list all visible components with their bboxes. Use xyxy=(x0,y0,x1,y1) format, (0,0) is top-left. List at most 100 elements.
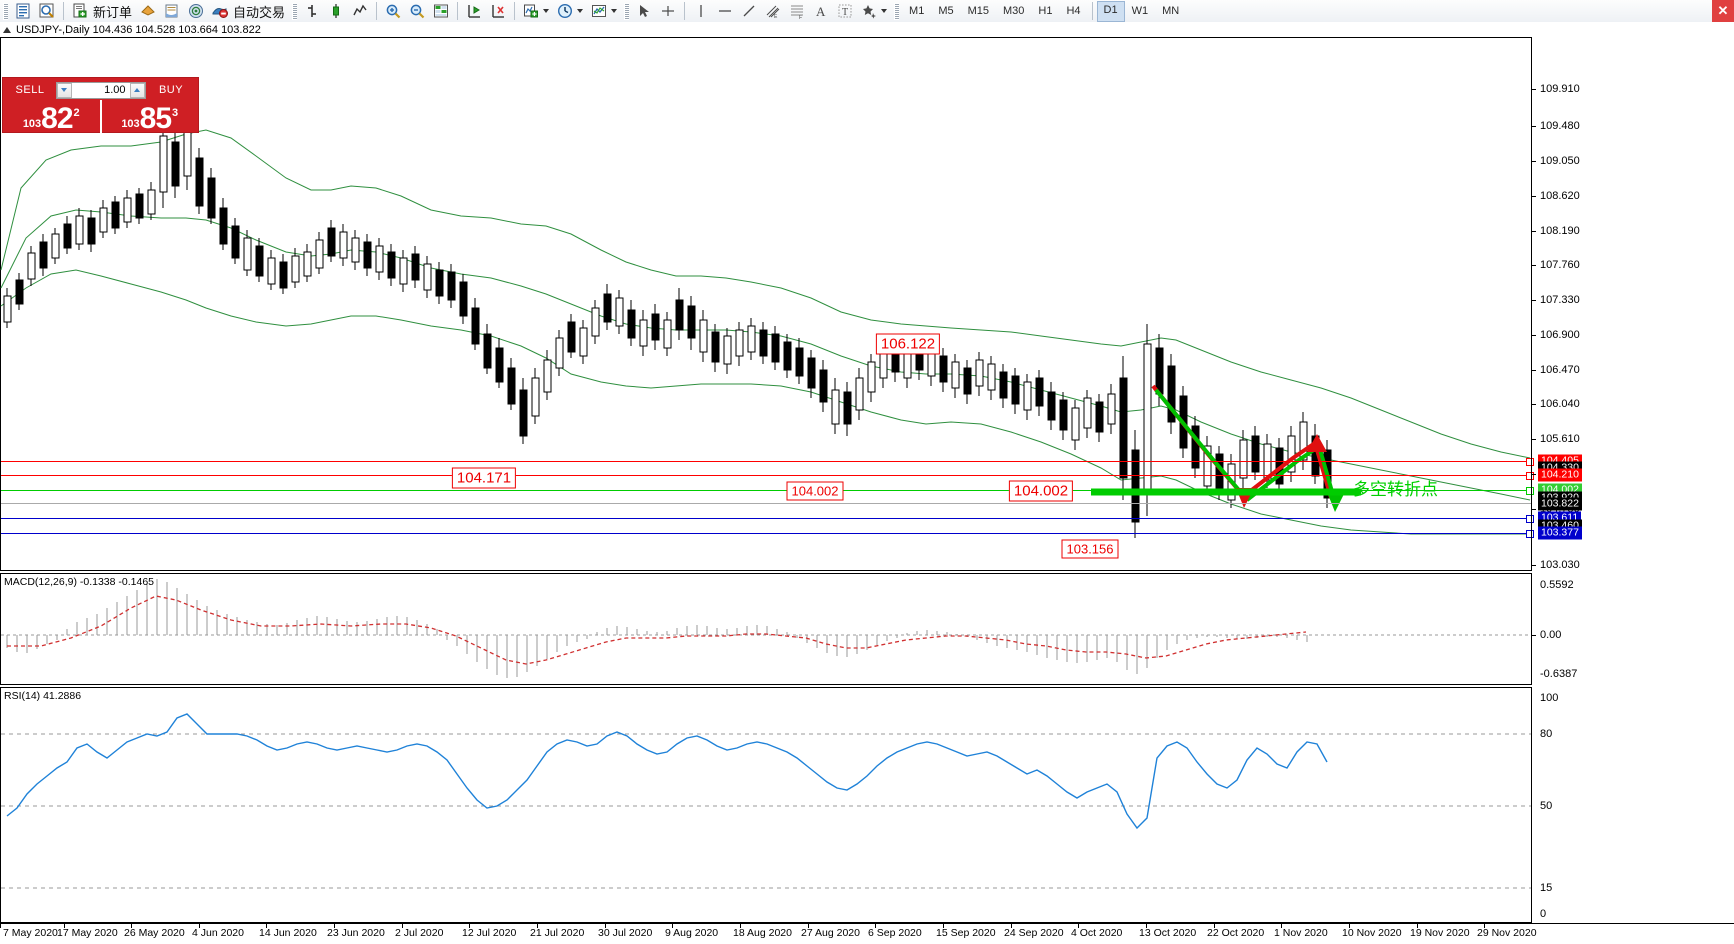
timeframe-m15[interactable]: M15 xyxy=(967,4,989,17)
timeframe-h1[interactable]: H1 xyxy=(1038,4,1053,17)
expert-advisor-icon[interactable] xyxy=(137,2,159,21)
zoom-in-icon[interactable] xyxy=(382,2,404,21)
buy-price-fraction: 3 xyxy=(172,107,179,119)
line-chart-icon[interactable] xyxy=(349,2,371,21)
timeframe-d1[interactable]: D1 xyxy=(1096,0,1125,22)
level-handle-104-405[interactable] xyxy=(1526,458,1534,466)
level-line-104-405[interactable] xyxy=(1,461,1531,462)
level-line-104-210[interactable] xyxy=(1,475,1531,476)
toolbar-grip[interactable] xyxy=(3,2,8,20)
zoom-out-icon[interactable] xyxy=(406,2,428,21)
text-box-icon[interactable]: T xyxy=(834,2,856,21)
level-line-104-002[interactable] xyxy=(1,490,1531,491)
level-handle-103-377[interactable] xyxy=(1526,530,1534,538)
chart-shift-icon[interactable] xyxy=(463,2,485,21)
macd-pane[interactable]: MACD(12,26,9) -0.1338 -0.1465 xyxy=(0,573,1577,685)
time-label: 24 Sep 2020 xyxy=(1004,927,1064,939)
indicators-dropdown-caret-icon[interactable] xyxy=(543,9,550,13)
annotation-turning-point-note[interactable]: 多空转折点 xyxy=(1353,480,1438,500)
chart-collapse-icon[interactable] xyxy=(3,26,11,33)
time-axis[interactable]: 7 May 2020 17 May 2020 26 May 2020 4 Jun… xyxy=(0,923,1734,944)
level-line-103-377[interactable] xyxy=(1,533,1531,534)
price-pane[interactable]: 106.122 104.171 104.002 104.002 103.156 … xyxy=(0,37,1580,571)
period-dropdown-caret-icon[interactable] xyxy=(577,9,584,13)
shapes-dropdown-caret-icon[interactable] xyxy=(881,9,888,13)
annotation-label-104171[interactable]: 104.171 xyxy=(451,467,517,489)
buy-button[interactable]: BUY xyxy=(158,84,184,96)
toolbar-grip-4[interactable] xyxy=(894,2,900,20)
annotation-label-103156[interactable]: 103.156 xyxy=(1061,539,1119,559)
timeframe-h4[interactable]: H4 xyxy=(1066,4,1081,17)
horizontal-line-icon[interactable] xyxy=(714,2,736,21)
price-tick: 108.190 xyxy=(1540,225,1580,237)
symbol-info-text: USDJPY-,Daily 104.436 104.528 103.664 10… xyxy=(16,23,261,36)
price-tick: 109.910 xyxy=(1540,83,1580,95)
volume-decrement-button[interactable] xyxy=(56,82,72,98)
time-label: 21 Jul 2020 xyxy=(530,927,585,939)
sell-price-display[interactable]: 103 82 2 xyxy=(3,100,102,134)
price-axis[interactable]: 109.910 109.480 109.050 108.620 108.190 … xyxy=(1531,38,1734,571)
time-label: 12 Jul 2020 xyxy=(462,927,517,939)
toolbar-separator-4 xyxy=(514,2,516,20)
vertical-line-icon[interactable] xyxy=(690,2,712,21)
svg-text:A: A xyxy=(816,4,826,19)
timeframe-m30[interactable]: M30 xyxy=(1003,4,1025,17)
chart-area[interactable]: 106.122 104.171 104.002 104.002 103.156 … xyxy=(0,37,1734,923)
bar-chart-icon[interactable] xyxy=(301,2,323,21)
toolbar-grip-2[interactable] xyxy=(292,2,298,20)
timeframe-mn[interactable]: MN xyxy=(1162,4,1180,17)
templates-dropdown-caret-icon[interactable] xyxy=(611,9,618,13)
price-tag-104-210[interactable]: 104.210 xyxy=(1538,468,1582,482)
sell-button[interactable]: SELL xyxy=(15,84,45,96)
macd-axis[interactable]: 0.5592 0.00 -0.6387 xyxy=(1531,574,1734,684)
period-icon[interactable] xyxy=(554,2,576,21)
level-handle-103-611[interactable] xyxy=(1526,515,1534,523)
annotation-label-104002-b[interactable]: 104.002 xyxy=(1008,480,1074,502)
auto-trading-icon[interactable] xyxy=(209,2,231,21)
volume-value[interactable]: 1.00 xyxy=(104,84,126,96)
crosshair-icon[interactable] xyxy=(657,2,679,21)
price-tick: 103.030 xyxy=(1540,559,1580,571)
rsi-axis[interactable]: 100 80 50 15 0 xyxy=(1531,688,1734,922)
candlestick-chart-icon[interactable] xyxy=(325,2,347,21)
annotation-label-106122[interactable]: 106.122 xyxy=(875,333,941,355)
new-order-label[interactable]: 新订单 xyxy=(93,4,133,20)
market-watch-icon[interactable] xyxy=(36,2,58,21)
indicators-icon[interactable] xyxy=(520,2,542,21)
new-order-icon[interactable] xyxy=(69,2,91,21)
equidistant-channel-icon[interactable]: E xyxy=(762,2,784,21)
rsi-pane[interactable]: RSI(14) 41.2886 100 80 50 15 0 xyxy=(0,687,1558,923)
volume-stepper[interactable]: 1.00 xyxy=(55,81,146,99)
shapes-icon[interactable] xyxy=(858,2,880,21)
volume-increment-button[interactable] xyxy=(129,82,145,98)
cursor-icon[interactable] xyxy=(633,2,655,21)
timeframe-m5[interactable]: M5 xyxy=(938,4,954,17)
auto-scroll-icon[interactable] xyxy=(487,2,509,21)
trendline-icon[interactable] xyxy=(738,2,760,21)
price-tag-103-377[interactable]: 103.377 xyxy=(1538,526,1582,540)
timeframe-m1[interactable]: M1 xyxy=(909,4,925,17)
timeframe-w1[interactable]: W1 xyxy=(1131,4,1149,17)
navigator-icon[interactable] xyxy=(185,2,207,21)
main-toolbar: 新订单 自动交易 xyxy=(0,0,1734,23)
buy-price-display[interactable]: 103 85 3 xyxy=(102,100,199,134)
annotation-label-104002-a[interactable]: 104.002 xyxy=(786,481,844,501)
chart-grid-icon[interactable] xyxy=(430,2,452,21)
toolbar-grip-3[interactable] xyxy=(624,2,630,20)
fibonacci-icon[interactable]: F xyxy=(786,2,808,21)
templates-icon[interactable] xyxy=(588,2,610,21)
text-label-icon[interactable]: A xyxy=(810,2,832,21)
auto-trading-label[interactable]: 自动交易 xyxy=(233,4,286,20)
macd-histogram xyxy=(6,579,1308,678)
terminal-icon[interactable] xyxy=(12,2,34,21)
data-window-icon[interactable] xyxy=(161,2,183,21)
price-tick: 106.470 xyxy=(1540,364,1580,376)
close-icon[interactable]: ✕ xyxy=(1712,0,1734,22)
macd-scale-tick: -0.6387 xyxy=(1540,668,1578,680)
time-label: 18 Aug 2020 xyxy=(733,927,792,939)
level-line-103-611[interactable] xyxy=(1,518,1531,519)
level-handle-104-210[interactable] xyxy=(1526,472,1534,480)
level-line-103-822[interactable] xyxy=(1,503,1531,504)
level-handle-104-002[interactable] xyxy=(1526,487,1534,495)
one-click-trading-panel[interactable]: SELL 1.00 BUY 103 82 2 103 85 3 xyxy=(2,77,199,134)
